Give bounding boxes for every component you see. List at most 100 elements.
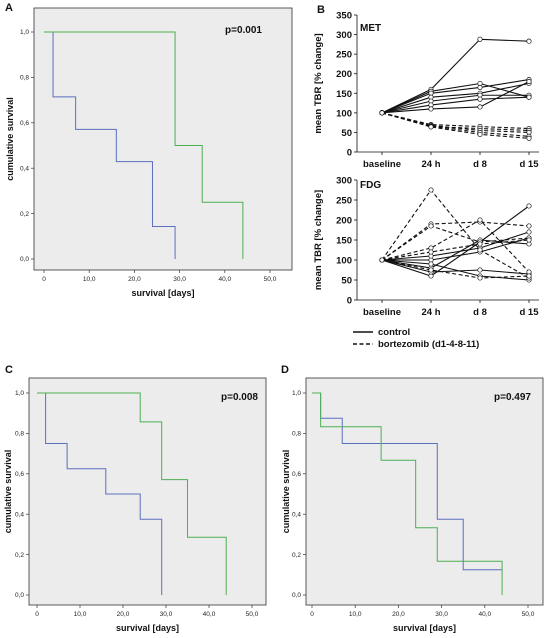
y-tick-label: 0,8: [292, 431, 301, 438]
control-series-line: [381, 82, 530, 114]
x-tick-label: 20,0: [117, 611, 130, 618]
bortezomib-series-line: [381, 259, 530, 279]
legend-label-control: control: [378, 327, 410, 338]
data-point: [526, 229, 532, 235]
data-point: [428, 106, 434, 112]
y-tick-label: 0,6: [15, 471, 24, 478]
y-axis-label: mean TBR [% change]: [313, 33, 324, 133]
survival-curve-blue: [44, 31, 176, 259]
y-tick-label: 200: [336, 216, 352, 227]
y-tick-label: 200: [336, 69, 352, 80]
x-tick-label: baseline: [363, 307, 401, 318]
data-point: [428, 223, 434, 229]
y-tick-label: 300: [336, 30, 352, 41]
y-tick-label: 250: [336, 50, 352, 61]
y-axis-label: mean TBR [% change]: [313, 190, 324, 290]
data-point: [428, 249, 434, 255]
data-point: [526, 135, 532, 141]
bortezomib-series-line: [381, 239, 530, 261]
control-series-line: [381, 96, 530, 114]
survival-curve-green: [37, 392, 227, 595]
data-point: [526, 237, 532, 243]
x-tick-label: 40,0: [478, 611, 491, 618]
x-tick-label: 50,0: [246, 611, 259, 618]
x-tick-label: baseline: [363, 159, 401, 170]
y-tick-label: 0,4: [20, 165, 29, 172]
data-point: [477, 241, 483, 247]
bortezomib-series-line: [381, 112, 530, 139]
survival-chart-a: A 0,0 0,2 0,4 0,6 0,8 1,0 0 10,0 20,0 30,0 40,0 50,0…: [5, 2, 293, 298]
y-tick-label: 1,0: [292, 390, 301, 397]
p-value: p=0.497: [494, 392, 531, 403]
data-point: [477, 96, 483, 102]
control-series-line: [381, 81, 530, 114]
y-tick-label: 100: [336, 256, 352, 267]
y-tick-label: 0,8: [20, 75, 29, 82]
x-tick-label: 10,0: [83, 276, 96, 283]
chart-subtitle: MET: [360, 23, 381, 34]
data-point: [526, 223, 532, 229]
data-point: [526, 38, 532, 44]
x-axis-label: survival [days]: [131, 288, 194, 298]
bortezomib-series-line: [381, 219, 530, 273]
bortezomib-series-line: [381, 112, 530, 133]
data-point: [428, 124, 434, 130]
x-tick-label: 30,0: [435, 611, 448, 618]
data-point: [477, 131, 483, 137]
x-tick-label: d 15: [519, 159, 539, 170]
y-tick-label: 0,2: [292, 552, 301, 559]
survival-curve-green: [312, 392, 503, 595]
bortezomib-series-line: [381, 112, 530, 130]
data-point: [526, 78, 532, 85]
control-series-line: [382, 237, 530, 261]
data-point: [428, 267, 434, 273]
legend-label-bortezomib: bortezomib (d1-4-8-11): [378, 339, 479, 350]
met-tbr-chart: B MET 0 50 100 150 200 250 300 350 baseline 24 h d 8…: [313, 4, 539, 170]
x-tick-label: 10,0: [349, 611, 362, 618]
data-point: [477, 217, 483, 223]
y-tick-label: 0: [347, 296, 352, 307]
y-axis-label: cumulative survival: [281, 450, 291, 534]
y-axis-label: cumulative survival: [3, 450, 13, 534]
panel-label: A: [5, 2, 13, 14]
y-tick-label: 1,0: [15, 390, 24, 397]
survival-curve-blue: [37, 392, 163, 595]
x-tick-label: 10,0: [74, 611, 87, 618]
x-tick-label: d 8: [473, 159, 487, 170]
data-point: [379, 110, 385, 116]
y-tick-label: 0,6: [292, 471, 301, 478]
control-series-line: [381, 94, 529, 114]
data-point: [477, 104, 483, 110]
y-axis-label: cumulative survival: [5, 97, 15, 181]
y-tick-label: 300: [336, 176, 352, 187]
plot-area: [305, 377, 544, 606]
control-series-line: [381, 38, 530, 114]
y-tick-label: 0,0: [15, 592, 24, 599]
x-tick-label: d 8: [473, 307, 487, 318]
x-tick-label: 20,0: [392, 611, 405, 618]
x-tick-label: d 15: [519, 307, 539, 318]
y-tick-label: 0,0: [292, 592, 301, 599]
data-point: [379, 257, 385, 263]
y-tick-label: 350: [336, 11, 352, 22]
data-point: [477, 36, 483, 42]
y-tick-label: 0,6: [20, 120, 29, 127]
data-point: [428, 187, 434, 193]
panel-label: B: [317, 4, 325, 16]
x-tick-label: 30,0: [160, 611, 173, 618]
bortezomib-series-line: [381, 189, 530, 279]
control-series-line: [381, 259, 530, 275]
y-tick-label: 100: [336, 108, 352, 119]
y-tick-label: 0,4: [15, 511, 24, 518]
x-axis-label: survival [days]: [116, 623, 179, 633]
x-tick-label: 50,0: [522, 611, 535, 618]
y-tick-label: 50: [341, 128, 352, 139]
y-tick-label: 1,0: [20, 29, 29, 36]
plot-area: [28, 377, 267, 606]
survival-chart-d: D 0,0 0,2 0,4 0,6 0,8 1,0 0 10,0 20,0 30,0 40,0 50,0…: [281, 364, 544, 633]
fdg-tbr-chart: FDG 0 50 100 150 200 250 300 baseline 24 h d 8 d 15…: [313, 176, 539, 351]
data-point: [477, 84, 483, 90]
y-tick-label: 0,4: [292, 511, 301, 518]
control-series-line: [381, 259, 530, 281]
p-value: p=0.008: [221, 392, 258, 403]
